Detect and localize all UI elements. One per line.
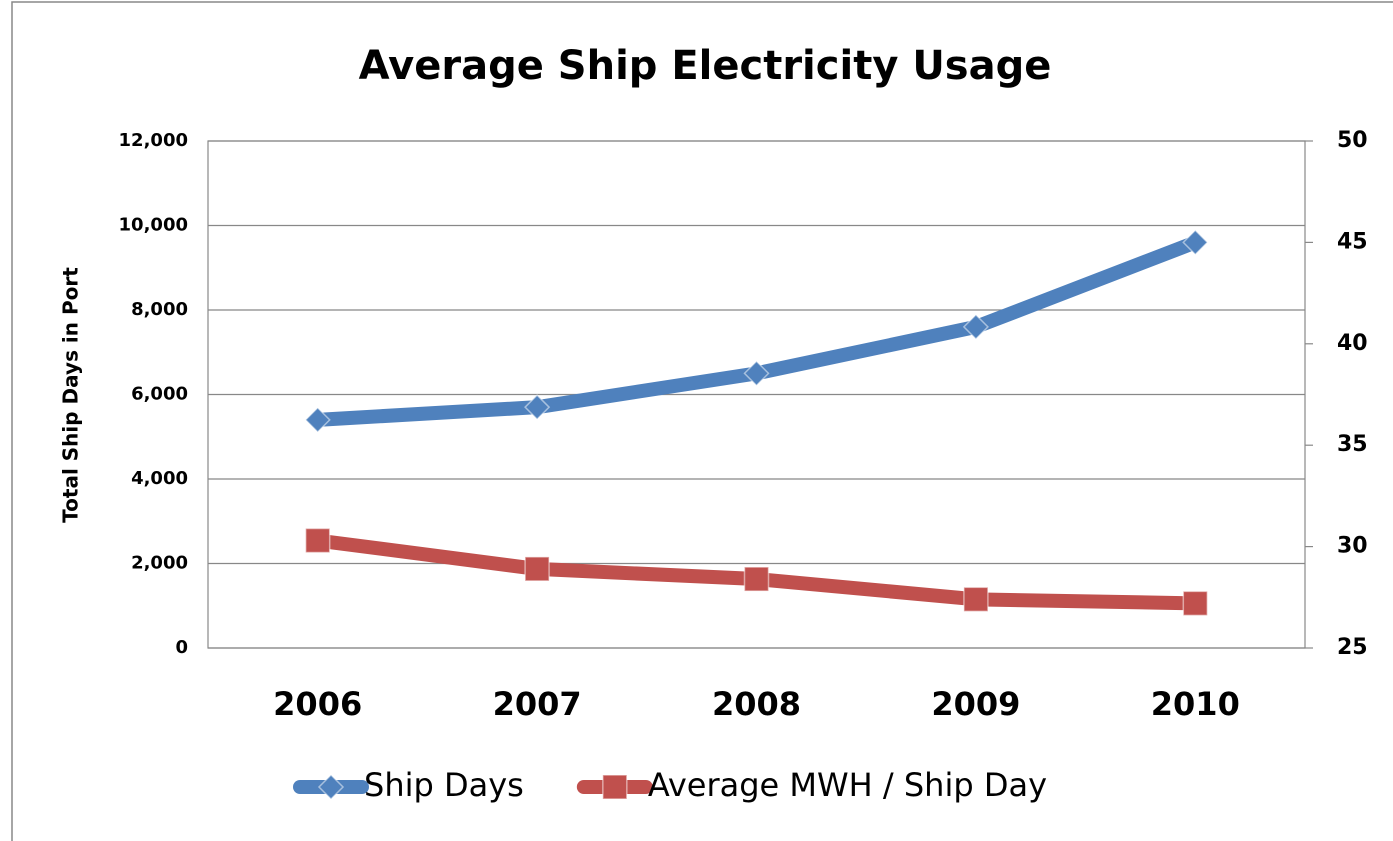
y2-tick-label: 25	[1337, 635, 1368, 660]
y-tick-label: 2,000	[131, 553, 188, 574]
series-marker	[962, 313, 989, 340]
y2-tick-label: 40	[1337, 331, 1368, 356]
legend-label: Average MWH / Ship Day	[648, 766, 1047, 804]
chart-title: Average Ship Electricity Usage	[359, 43, 1052, 89]
legend-marker	[602, 774, 628, 800]
series-marker	[743, 566, 770, 592]
y-tick-label: 0	[175, 637, 188, 658]
y2-tick-label: 50	[1337, 128, 1368, 153]
y2-tick-label: 35	[1337, 432, 1368, 457]
y-tick-label: 12,000	[119, 130, 188, 151]
x-tick-label: 2006	[273, 685, 362, 723]
y-tick-label: 6,000	[131, 384, 188, 405]
series-marker	[743, 360, 770, 387]
legend-label: Ship Days	[364, 766, 524, 804]
series-marker	[524, 394, 551, 421]
series-marker	[304, 527, 331, 554]
series-marker	[963, 586, 989, 613]
series-marker	[304, 406, 331, 433]
y-tick-label: 10,000	[119, 215, 188, 236]
x-tick-label: 2009	[931, 685, 1020, 723]
plot-frame	[207, 140, 1306, 649]
y2-tick-label: 30	[1337, 534, 1368, 559]
x-tick-label: 2008	[712, 685, 801, 723]
y-axis-label: Total Ship Days in Port	[59, 267, 83, 523]
series-marker	[524, 556, 550, 582]
series-marker	[1182, 590, 1209, 617]
y-tick-label: 4,000	[131, 468, 188, 489]
x-tick-label: 2007	[493, 685, 582, 723]
y2-tick-label: 45	[1337, 229, 1368, 254]
legend-marker	[317, 773, 345, 801]
y-tick-label: 8,000	[131, 299, 188, 320]
x-tick-label: 2010	[1151, 685, 1240, 723]
series-marker	[1182, 229, 1209, 256]
chart-border	[11, 1, 1393, 841]
